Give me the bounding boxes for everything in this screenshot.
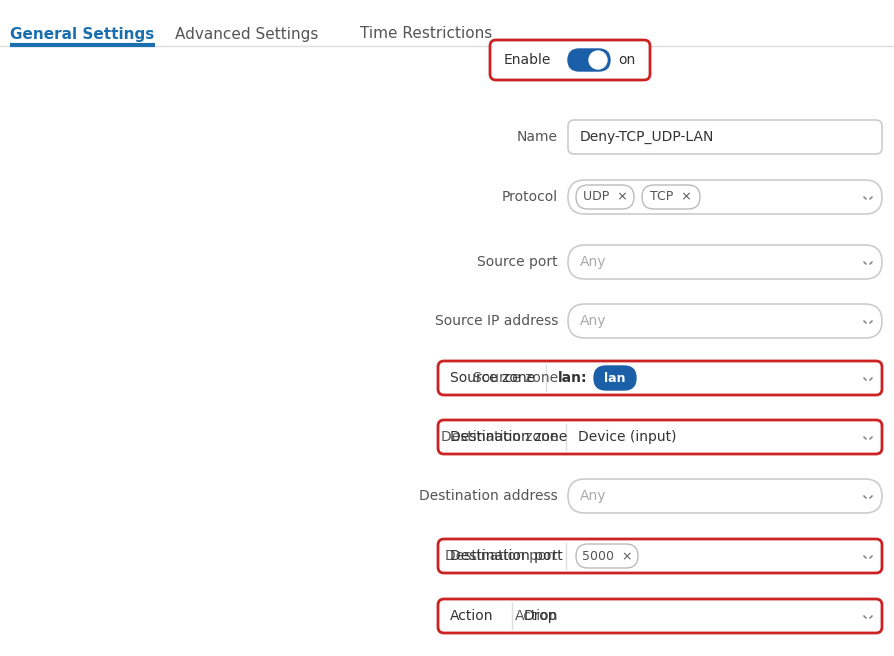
Text: Advanced Settings: Advanced Settings	[175, 26, 318, 41]
Text: Protocol: Protocol	[502, 190, 557, 204]
FancyBboxPatch shape	[568, 245, 881, 279]
FancyBboxPatch shape	[489, 40, 649, 80]
Text: Source IP address: Source IP address	[434, 314, 557, 328]
FancyBboxPatch shape	[568, 304, 881, 338]
Text: Any: Any	[579, 489, 606, 503]
Text: Destination zone: Destination zone	[440, 430, 557, 444]
FancyBboxPatch shape	[437, 599, 881, 633]
Text: Drop: Drop	[523, 609, 557, 623]
Text: Any: Any	[579, 314, 606, 328]
Text: Destination port: Destination port	[450, 549, 562, 563]
Text: Device (input): Device (input)	[578, 430, 676, 444]
Text: Source zone: Source zone	[450, 371, 535, 385]
FancyBboxPatch shape	[641, 185, 699, 209]
Text: Deny-TCP_UDP-LAN: Deny-TCP_UDP-LAN	[579, 130, 713, 144]
Text: Source port: Source port	[477, 255, 557, 269]
FancyBboxPatch shape	[576, 544, 637, 568]
FancyBboxPatch shape	[568, 120, 881, 154]
Text: Destination zone: Destination zone	[450, 430, 567, 444]
FancyBboxPatch shape	[568, 49, 610, 71]
FancyBboxPatch shape	[568, 180, 881, 214]
Text: Destination address: Destination address	[418, 489, 557, 503]
FancyBboxPatch shape	[576, 185, 633, 209]
FancyBboxPatch shape	[437, 539, 881, 573]
Text: 5000  ×: 5000 ×	[581, 550, 631, 562]
Text: Action: Action	[514, 609, 557, 623]
Text: Name: Name	[517, 130, 557, 144]
FancyBboxPatch shape	[568, 479, 881, 513]
Text: lan: lan	[603, 371, 625, 384]
Text: Any: Any	[579, 255, 606, 269]
FancyBboxPatch shape	[437, 420, 881, 454]
Text: on: on	[618, 53, 635, 67]
Circle shape	[588, 51, 606, 69]
Text: UDP  ×: UDP ×	[582, 190, 627, 203]
FancyBboxPatch shape	[594, 366, 636, 390]
FancyBboxPatch shape	[437, 361, 881, 395]
Text: General Settings: General Settings	[10, 26, 154, 41]
Text: TCP  ×: TCP ×	[649, 190, 691, 203]
Text: Time Restrictions: Time Restrictions	[359, 26, 492, 41]
Text: Enable: Enable	[503, 53, 551, 67]
Text: Action: Action	[450, 609, 493, 623]
Text: lan:: lan:	[557, 371, 586, 385]
Text: Source zone: Source zone	[472, 371, 557, 385]
Text: Destination port: Destination port	[444, 549, 557, 563]
